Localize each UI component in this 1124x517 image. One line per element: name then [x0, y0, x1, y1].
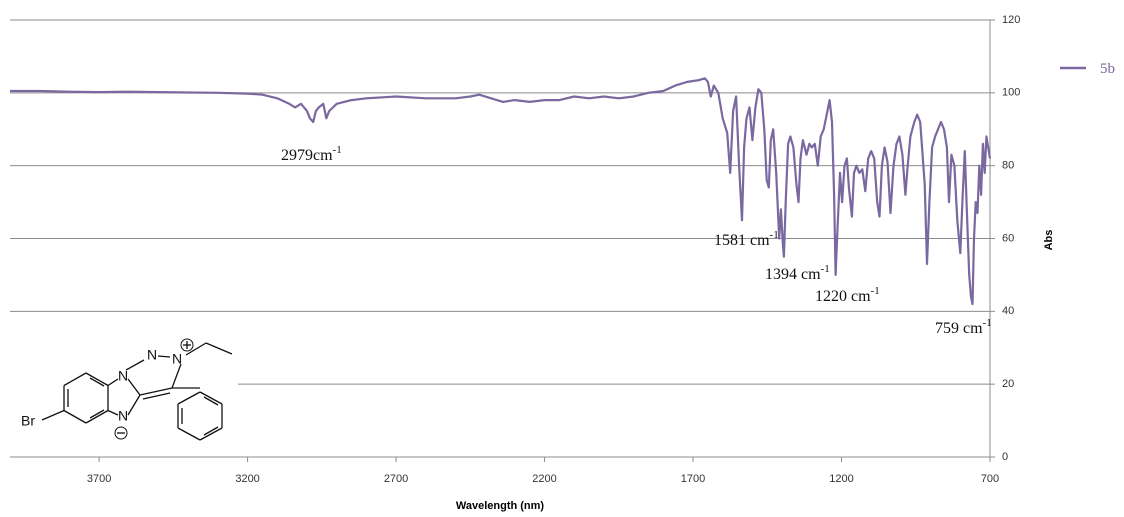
charge: [180, 338, 194, 352]
bond: [199, 391, 223, 405]
annotation: 1581 cm-1: [714, 229, 779, 249]
x-tick-label: 2700: [384, 473, 408, 485]
x-tick-label: 2200: [532, 473, 556, 485]
x-tick-label: 700: [981, 473, 999, 485]
bond: [142, 392, 171, 400]
x-tick-label: 1200: [829, 473, 853, 485]
bond: [89, 409, 105, 419]
y-tick-label: 0: [1002, 451, 1008, 463]
bond: [139, 387, 173, 396]
charge: [114, 426, 128, 440]
structure-bg: [10, 330, 238, 450]
y-tick-label: 120: [1002, 14, 1020, 26]
bond: [205, 342, 233, 355]
x-axis-title: Wavelength (nm): [456, 500, 545, 512]
bond: [127, 394, 141, 416]
bond: [107, 378, 119, 387]
atom-label: Br: [21, 413, 35, 429]
bond: [203, 426, 219, 436]
bond: [85, 409, 109, 424]
annotation-superscript: -1: [983, 317, 992, 329]
annotation-text: 2979cm: [281, 147, 333, 164]
atom-label: N: [147, 347, 157, 363]
y-tick-label: 60: [1002, 232, 1014, 244]
bond: [177, 391, 201, 405]
atom-label: N: [118, 368, 128, 384]
annotation-text: 1581 cm: [714, 232, 770, 249]
bond: [41, 409, 65, 421]
bond: [125, 359, 145, 371]
atom-label: N: [172, 351, 182, 367]
atom-label: N: [118, 408, 128, 424]
bond: [199, 427, 223, 441]
annotation-text: 1394 cm: [765, 266, 821, 283]
annotation: 1220 cm-1: [815, 285, 880, 305]
bond: [127, 378, 141, 396]
bond: [89, 377, 105, 387]
annotation-text: 1220 cm: [815, 288, 871, 305]
y-tick-label: 20: [1002, 378, 1014, 390]
x-tick-label: 3700: [87, 473, 111, 485]
annotation: 759 cm-1: [935, 317, 992, 337]
annotation-superscript: -1: [770, 229, 779, 241]
bond: [177, 427, 201, 441]
y-tick-label: 40: [1002, 305, 1014, 317]
bond: [85, 372, 109, 387]
bond: [157, 355, 171, 358]
y-tick-label: 100: [1002, 87, 1020, 99]
bond: [107, 409, 119, 416]
x-tick-label: 1700: [681, 473, 705, 485]
series-line: [10, 77, 992, 306]
bond: [171, 363, 182, 389]
legend-label: 5b: [1100, 61, 1115, 77]
bond: [63, 372, 87, 387]
annotation: 2979cm-1: [281, 144, 342, 164]
annotation-superscript: -1: [333, 144, 342, 156]
bond: [185, 342, 207, 356]
bond: [203, 396, 219, 406]
annotation-text: 759 cm: [935, 320, 983, 337]
x-tick-label: 3200: [235, 473, 259, 485]
annotation-superscript: -1: [821, 263, 830, 275]
annotation: 1394 cm-1: [765, 263, 830, 283]
bond: [63, 409, 87, 424]
y-axis-title: Abs: [1043, 230, 1055, 251]
annotation-superscript: -1: [871, 285, 880, 297]
y-tick-label: 80: [1002, 160, 1014, 172]
